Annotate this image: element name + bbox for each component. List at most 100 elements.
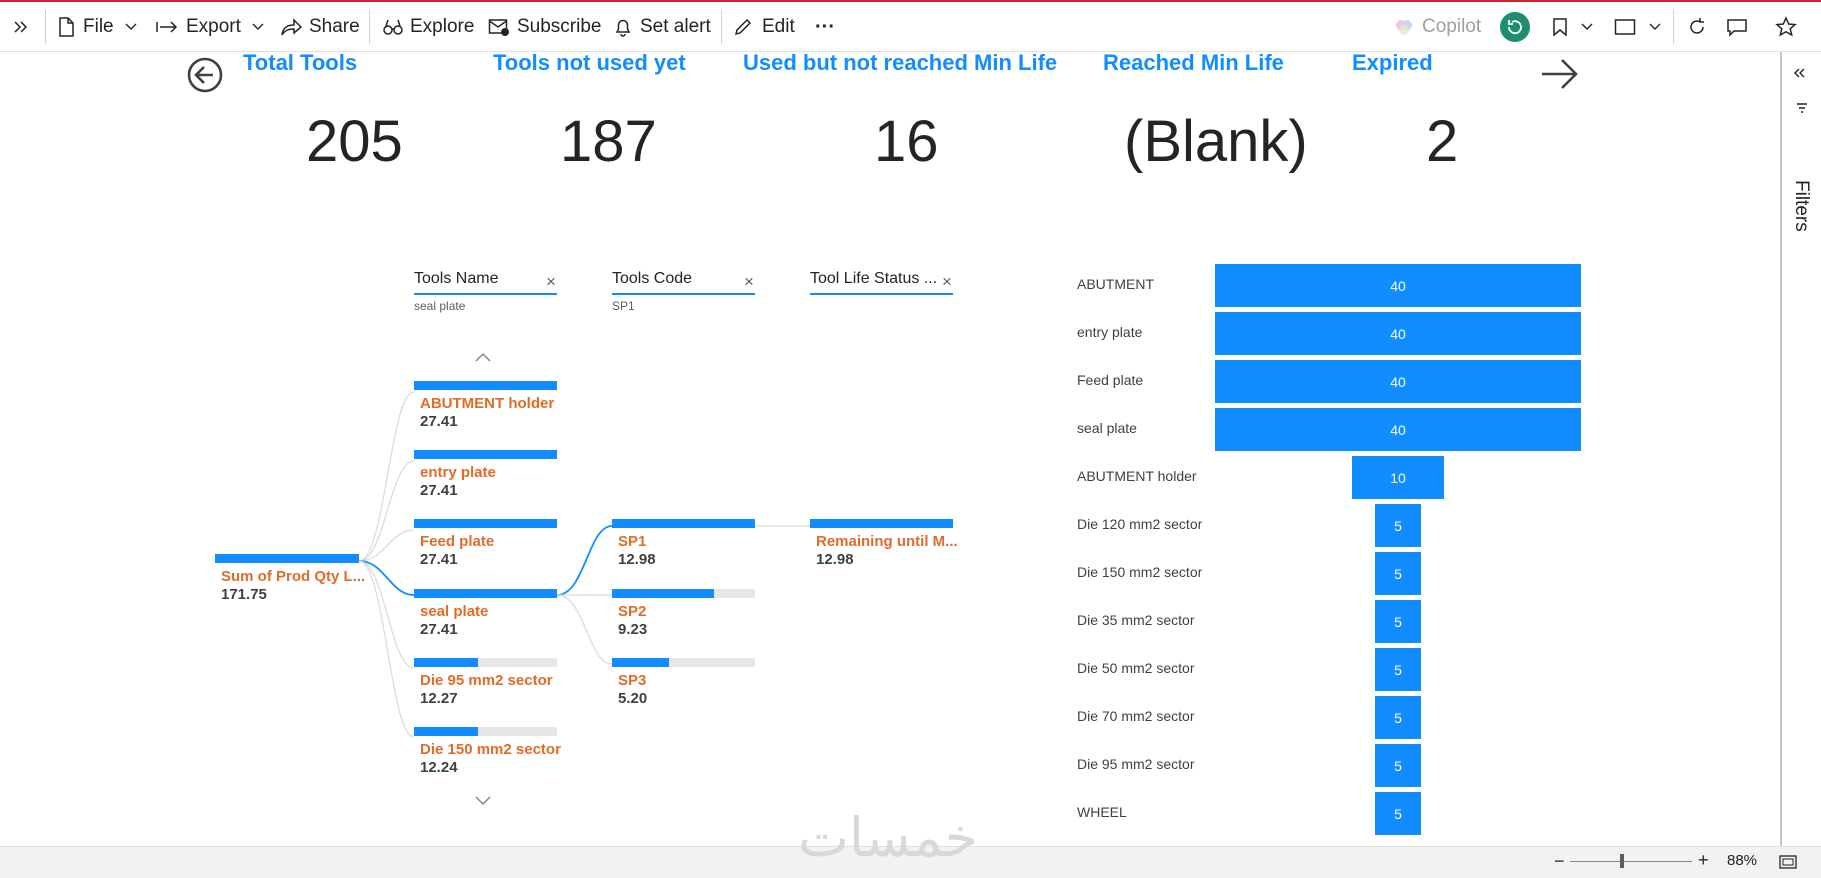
close-icon[interactable]: × <box>546 272 556 291</box>
tree-node-bar[interactable] <box>612 658 669 667</box>
tree-node-bar[interactable] <box>810 519 953 528</box>
funnel-bar-value: 5 <box>1394 757 1402 774</box>
tree-node-bar[interactable] <box>414 519 557 528</box>
explore-button[interactable]: Explore <box>383 2 474 52</box>
expand-nav-button[interactable] <box>12 2 28 52</box>
funnel-bar[interactable] <box>1215 264 1581 307</box>
scroll-up-button[interactable] <box>474 350 492 368</box>
view-menu-button[interactable] <box>1614 2 1662 52</box>
funnel-category-label: WHEEL <box>1077 804 1127 820</box>
file-menu-button[interactable]: File <box>56 2 138 52</box>
share-icon <box>281 18 302 36</box>
collapse-filters-button[interactable] <box>1792 66 1806 84</box>
tree-node-bar[interactable] <box>414 589 557 598</box>
tree-node-label[interactable]: Feed plate <box>420 533 495 550</box>
funnel-bar-value: 5 <box>1394 565 1402 582</box>
tree-node-bar[interactable] <box>612 589 714 598</box>
zoom-in-button[interactable]: + <box>1698 850 1709 870</box>
zoom-out-button[interactable]: − <box>1554 851 1565 871</box>
binoculars-icon <box>383 19 403 35</box>
favorite-button[interactable] <box>1775 2 1797 52</box>
double-chevron-left-icon <box>1794 68 1805 78</box>
tree-node-value: 27.41 <box>420 413 458 430</box>
funnel-bar[interactable] <box>1375 504 1421 547</box>
funnel-bar-value: 40 <box>1390 277 1406 294</box>
bookmark-button[interactable] <box>1552 2 1594 52</box>
tree-node-bar[interactable] <box>414 450 557 459</box>
funnel-bar-value: 40 <box>1390 421 1406 438</box>
tree-node-label[interactable]: SP1 <box>618 533 647 550</box>
funnel-bar-value: 40 <box>1390 325 1406 342</box>
tree-node-label[interactable]: Remaining until M... <box>816 533 958 550</box>
funnel-bar[interactable] <box>1375 792 1421 835</box>
fit-to-page-button[interactable] <box>1779 854 1797 875</box>
kpi-title-total-tools: Total Tools <box>243 50 358 75</box>
funnel-category-label: seal plate <box>1077 420 1137 436</box>
set-alert-button[interactable]: Set alert <box>614 2 711 52</box>
tree-node-label[interactable]: Die 150 mm2 sector <box>420 741 561 758</box>
zoom-slider-thumb[interactable] <box>1620 854 1624 868</box>
funnel-category-label: ABUTMENT <box>1077 276 1154 292</box>
filters-pane: Filters <box>1780 52 1821 846</box>
subscribe-button[interactable]: Subscribe <box>488 2 602 52</box>
scroll-down-button[interactable] <box>474 794 492 812</box>
level-underline <box>810 293 953 295</box>
funnel-category-label: Die 70 mm2 sector <box>1077 708 1195 724</box>
funnel-bar[interactable] <box>1375 696 1421 739</box>
tree-node-label[interactable]: entry plate <box>420 464 496 481</box>
tree-node-bar-track <box>414 658 557 667</box>
watermark-logo: خمسات <box>798 806 979 869</box>
double-chevron-right-icon <box>14 21 28 33</box>
funnel-bar[interactable] <box>1215 312 1581 355</box>
funnel-bar[interactable] <box>1375 600 1421 643</box>
filters-label[interactable]: Filters <box>1791 180 1812 232</box>
tree-node-label[interactable]: Die 95 mm2 sector <box>420 672 553 689</box>
funnel-bar[interactable] <box>1375 648 1421 691</box>
tree-node-value: 27.41 <box>420 551 458 568</box>
edit-label: Edit <box>762 16 795 37</box>
funnel-bar[interactable] <box>1375 744 1421 787</box>
funnel-bar[interactable] <box>1215 360 1581 403</box>
tree-node-value: 27.41 <box>420 621 458 638</box>
funnel-bar[interactable] <box>1215 408 1581 451</box>
close-icon[interactable]: × <box>744 272 754 291</box>
copilot-label: Copilot <box>1422 16 1482 37</box>
tree-node-bar[interactable] <box>414 658 478 667</box>
tree-node-label[interactable]: SP2 <box>618 603 647 620</box>
file-label: File <box>83 16 114 37</box>
tree-node-value: 27.41 <box>420 482 458 499</box>
zoom-slider-track[interactable] <box>1570 861 1692 862</box>
kpi-title-expired: Expired <box>1352 50 1433 75</box>
tree-node-bar[interactable] <box>414 727 478 736</box>
level-underline <box>414 293 557 295</box>
close-icon[interactable]: × <box>942 272 952 291</box>
tree-root-bar[interactable] <box>215 554 359 563</box>
funnel-bar[interactable] <box>1375 552 1421 595</box>
export-menu-button[interactable]: Export <box>156 2 265 52</box>
kpi-title-not-reached-min: Used but not reached Min Life <box>743 50 1058 75</box>
funnel-bar[interactable] <box>1352 456 1444 499</box>
more-options-button[interactable]: ··· <box>815 15 835 38</box>
level-title-tools-name: Tools Name <box>414 270 499 287</box>
share-button[interactable]: Share <box>280 2 360 52</box>
chevron-down-icon <box>1581 23 1593 30</box>
view-window-icon <box>1614 19 1636 35</box>
chevron-up-icon <box>475 352 491 362</box>
comments-button[interactable] <box>1726 2 1748 52</box>
tree-node-label[interactable]: seal plate <box>420 603 489 620</box>
tree-node-bar[interactable] <box>612 519 755 528</box>
tree-node-label[interactable]: SP3 <box>618 672 647 689</box>
copilot-button[interactable]: Copilot <box>1394 2 1481 52</box>
tree-node-bar[interactable] <box>414 381 557 390</box>
tree-node-value: 12.24 <box>420 759 458 776</box>
pencil-icon <box>734 18 752 36</box>
refresh-button[interactable] <box>1687 2 1707 52</box>
tree-node-label[interactable]: ABUTMENT holder <box>420 395 555 412</box>
edit-button[interactable]: Edit <box>733 2 795 52</box>
refresh-visuals-button[interactable] <box>1500 2 1530 52</box>
next-arrow-button[interactable] <box>1540 56 1580 97</box>
back-arrow-button[interactable] <box>186 56 224 99</box>
tree-node-value: 12.98 <box>816 551 854 568</box>
kpi-value-reached-min: (Blank) <box>1124 109 1308 174</box>
funnel-category-label: Die 95 mm2 sector <box>1077 756 1195 772</box>
